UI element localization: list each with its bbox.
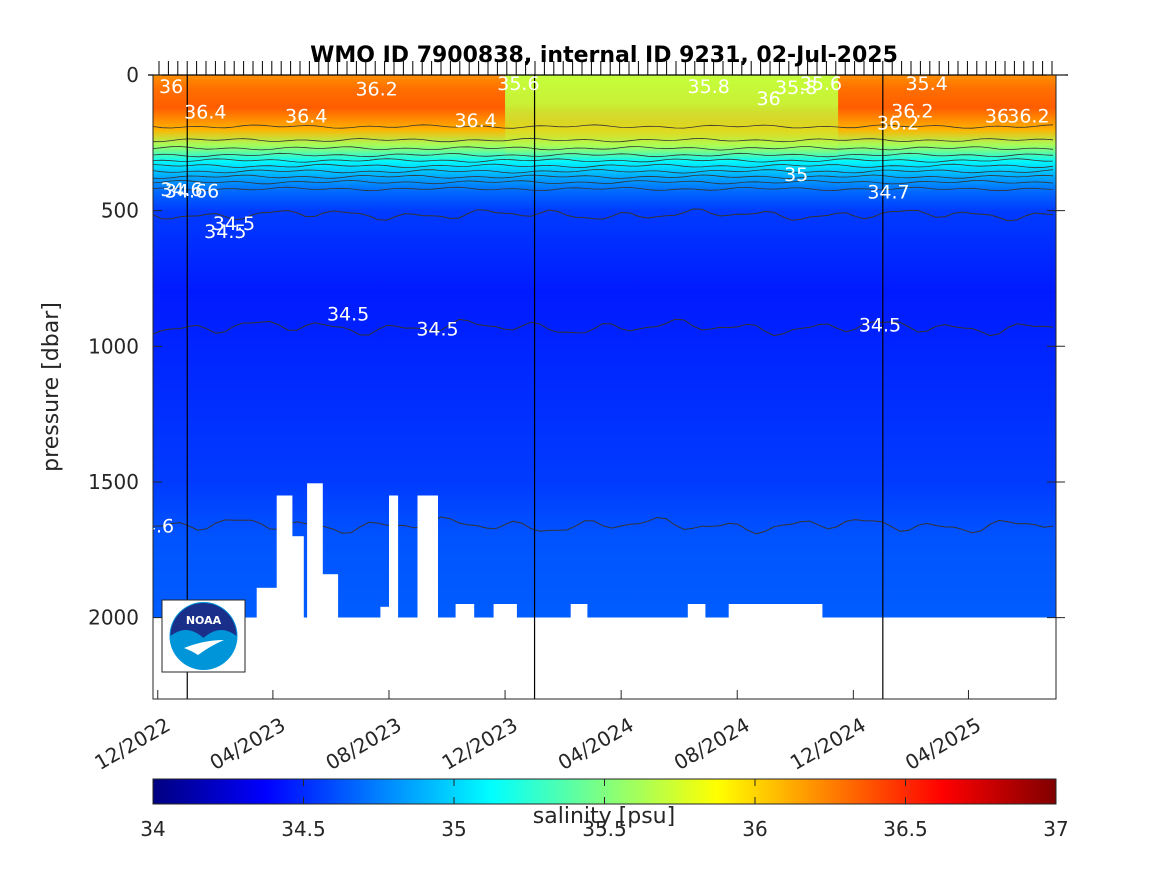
contour-label: 36.2 [1007, 106, 1049, 128]
x-tick-label: 12/2024 [786, 713, 870, 775]
x-tick-label: 08/2023 [322, 713, 406, 775]
contour-label: 34.5 [416, 319, 458, 341]
contour-label: 34.6 [160, 179, 202, 201]
data-gap [307, 483, 323, 619]
contour-label: 35.8 [775, 77, 817, 99]
contour-line [153, 137, 1054, 143]
contour-label: 36.2 [877, 113, 919, 135]
y-tick-label: 1500 [88, 470, 139, 494]
contour-lines [153, 124, 1054, 535]
data-gap [380, 606, 390, 619]
colorbar: 34 34.5 35 35.5 36 36.5 37 salinity [psu] [140, 778, 1069, 841]
surface-fresh-layer [505, 75, 839, 160]
contour-label: 34.5 [859, 315, 901, 337]
noaa-logo-text: NOAA [186, 614, 222, 627]
data-gaps [153, 483, 1056, 699]
contour-label: 36.4 [184, 102, 226, 124]
contour-line [153, 318, 1054, 337]
x-tick-label: 12/2023 [438, 713, 522, 775]
colorbar-label: salinity [psu] [533, 804, 675, 829]
contour-line [153, 169, 1054, 174]
y-tick-label: 1000 [88, 334, 139, 358]
data-gap [256, 587, 278, 619]
y-axis-label: pressure [dbar] [39, 302, 64, 472]
y-axis-ticks: 0 500 1000 1500 2000 [88, 63, 1065, 630]
colorbar-tick-label: 34 [140, 817, 165, 841]
data-gap [291, 536, 304, 619]
contour-label: 35 [784, 164, 808, 186]
colorbar-tick-label: 37 [1043, 817, 1068, 841]
colorbar-tick-label: 34.5 [281, 817, 326, 841]
contour-label: 34.6 [132, 515, 174, 537]
contour-label: 34.66 [165, 180, 219, 202]
y-tick-label: 500 [101, 199, 139, 223]
contour-line [153, 208, 1054, 222]
contour-label: 35.8 [688, 76, 730, 98]
x-tick-label: 04/2025 [901, 713, 985, 775]
contour-label: 36 [159, 76, 183, 98]
x-tick-label: 08/2024 [670, 713, 754, 775]
data-gap [322, 574, 339, 619]
x-tick-label: 04/2024 [554, 713, 638, 775]
contour-line [153, 174, 1054, 179]
profile-time-ticks [148, 61, 1068, 76]
contour-line [153, 516, 1054, 535]
colorbar-tick-label: 36.5 [883, 817, 928, 841]
contour-label: 35.6 [497, 73, 539, 95]
data-gap [493, 604, 517, 619]
contour-label: 35.4 [905, 73, 947, 95]
contour-label: 34.7 [867, 182, 909, 204]
data-gap [687, 604, 706, 619]
chart-title: WMO ID 7900838, internal ID 9231, 02-Jul… [310, 43, 898, 68]
colorbar-ticks: 34 34.5 35 35.5 36 36.5 37 [140, 779, 1069, 841]
data-gap [455, 604, 475, 619]
contour-line [153, 186, 1054, 192]
y-tick-label: 2000 [88, 606, 139, 630]
contour-label: 36 [985, 106, 1009, 128]
contour-label: 36.2 [891, 100, 933, 122]
data-gap [276, 495, 293, 619]
contour-label: 34.5 [327, 304, 369, 326]
contour-line [153, 124, 1054, 129]
contour-line [153, 163, 1054, 169]
y-tick-label: 0 [126, 63, 139, 87]
data-gap [417, 495, 438, 619]
contour-line [153, 146, 1054, 151]
colorbar-tick-label: 36 [742, 817, 767, 841]
contour-line [153, 152, 1054, 158]
contour-label: 36.2 [355, 79, 397, 101]
data-gap [389, 495, 399, 619]
contour-label: 36 [757, 88, 781, 110]
contour-label: 34.5 [204, 221, 246, 243]
x-axis-ticks: 12/2022 04/2023 08/2023 12/2023 04/2024 08/20… [90, 690, 985, 775]
year-marker-lines [186, 75, 884, 699]
data-gap [570, 604, 588, 619]
contour-line [153, 179, 1054, 185]
contour-line [153, 158, 1054, 163]
contour-label: 34.5 [213, 213, 255, 235]
data-gap [728, 604, 823, 619]
contour-label: 35.6 [800, 73, 842, 95]
below-max-depth [153, 617, 1056, 699]
x-tick-label: 12/2022 [90, 713, 174, 775]
contour-label: 36.4 [454, 110, 496, 132]
contour-label: 36.4 [285, 106, 327, 128]
noaa-logo: NOAA [161, 599, 246, 673]
x-tick-label: 04/2023 [205, 713, 289, 775]
colorbar-tick-label: 35 [441, 817, 466, 841]
colorbar-tick-label: 35.5 [582, 817, 627, 841]
